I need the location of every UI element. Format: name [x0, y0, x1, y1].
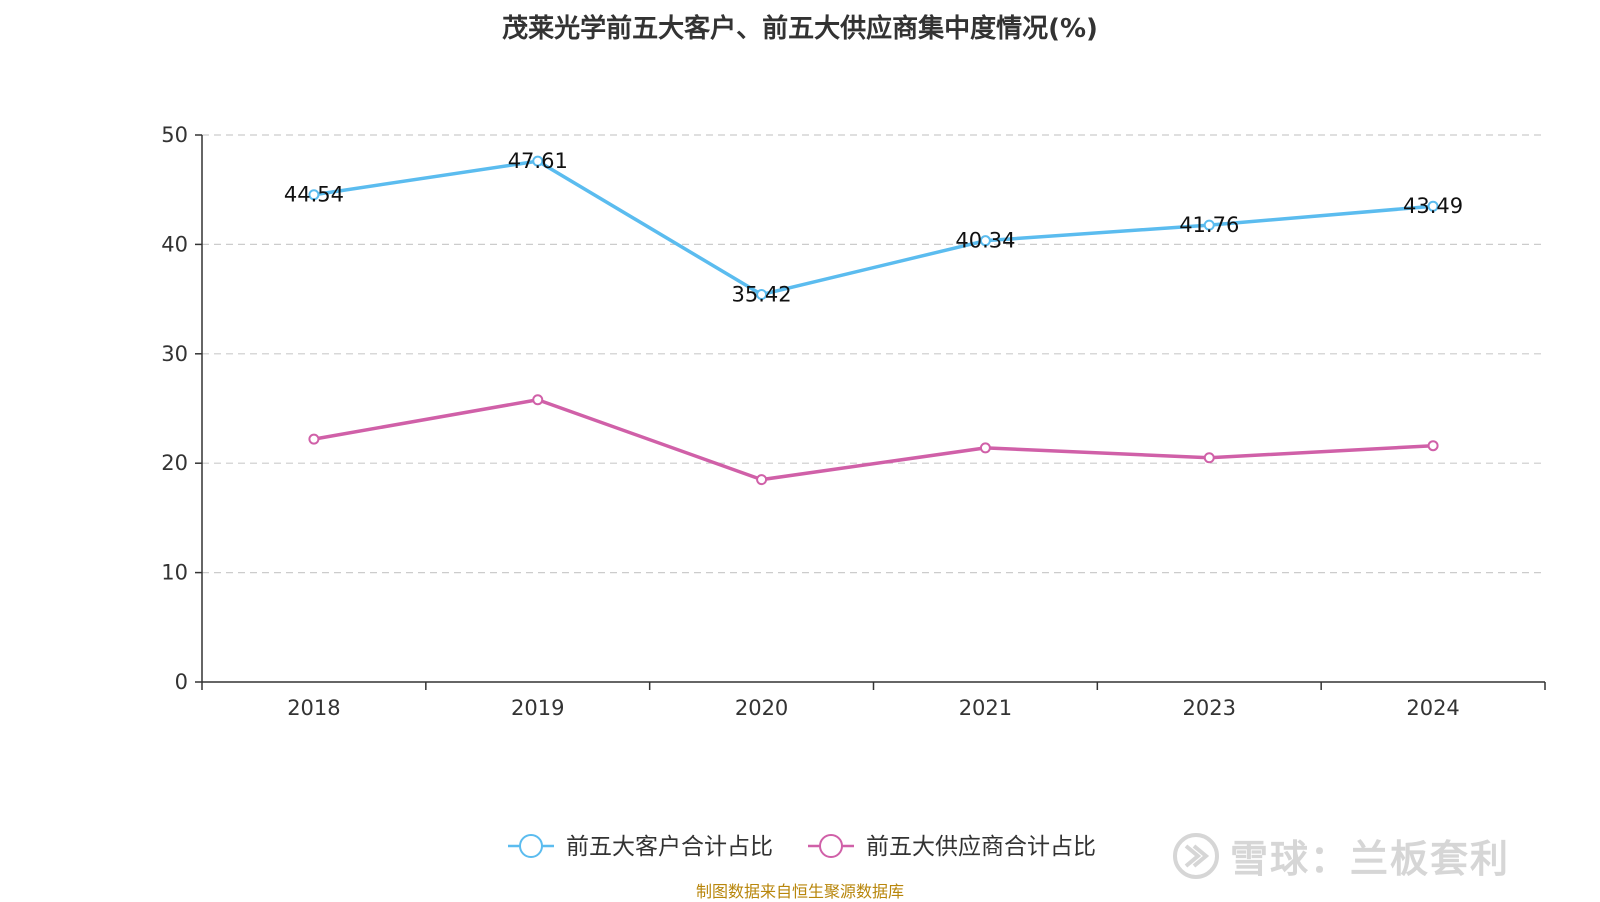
- watermark-text: 雪球：兰板套利: [1230, 837, 1511, 881]
- data-point: [1427, 200, 1439, 212]
- y-tick-label: 30: [161, 342, 188, 366]
- y-tick-label: 10: [161, 561, 188, 585]
- series-line-0: [313, 159, 1434, 297]
- data-point: [532, 155, 544, 167]
- legend-marker: [519, 834, 543, 858]
- data-point: [1203, 219, 1215, 231]
- x-tick-label: 2018: [287, 696, 340, 720]
- axes: 0 10 20 30 40 50 2018 2019 2020 2021 2023 2024: [161, 123, 1546, 720]
- y-tick-label: 20: [161, 451, 188, 475]
- series-layer: [308, 155, 1439, 486]
- y-tick-label: 40: [161, 232, 188, 256]
- data-labels: 44.54 47.61 35.42 40.34 41.76 43.49: [284, 149, 1463, 306]
- data-point: [979, 235, 991, 247]
- data-label: 41.76: [1179, 213, 1239, 237]
- data-point: [979, 442, 991, 454]
- grid-lines: [202, 134, 1545, 574]
- data-point: [756, 474, 768, 486]
- data-point: [308, 433, 320, 445]
- data-label: 35.42: [732, 283, 792, 307]
- data-point: [1203, 452, 1215, 464]
- snowball-logo-icon: [1173, 832, 1219, 879]
- legend-label: 前五大客户合计占比: [566, 834, 773, 860]
- legend-marker: [819, 834, 843, 858]
- x-tick-label: 2019: [511, 696, 564, 720]
- data-label: 43.49: [1403, 194, 1463, 218]
- data-point: [1427, 440, 1439, 452]
- x-tick-label: 2020: [735, 696, 788, 720]
- data-label: 44.54: [284, 183, 344, 207]
- chart-title: 茂莱光学前五大客户、前五大供应商集中度情况(%): [502, 14, 1098, 44]
- y-tick-label: 50: [161, 123, 188, 147]
- data-point: [756, 289, 768, 301]
- x-tick-label: 2023: [1183, 696, 1236, 720]
- x-tick-label: 2021: [959, 696, 1012, 720]
- legend-label: 前五大供应商合计占比: [866, 834, 1096, 860]
- data-label: 40.34: [955, 229, 1015, 253]
- watermark: 雪球：兰板套利: [1172, 828, 1510, 883]
- data-point: [308, 189, 320, 201]
- x-tick-label: 2024: [1406, 696, 1459, 720]
- series-line-1: [313, 397, 1434, 482]
- source-note: 制图数据来自恒生聚源数据库: [695, 882, 904, 901]
- data-point: [532, 394, 544, 406]
- y-tick-label: 0: [175, 670, 188, 694]
- legend: 前五大客户合计占比 前五大供应商合计占比: [508, 834, 1096, 860]
- data-label: 47.61: [508, 149, 568, 173]
